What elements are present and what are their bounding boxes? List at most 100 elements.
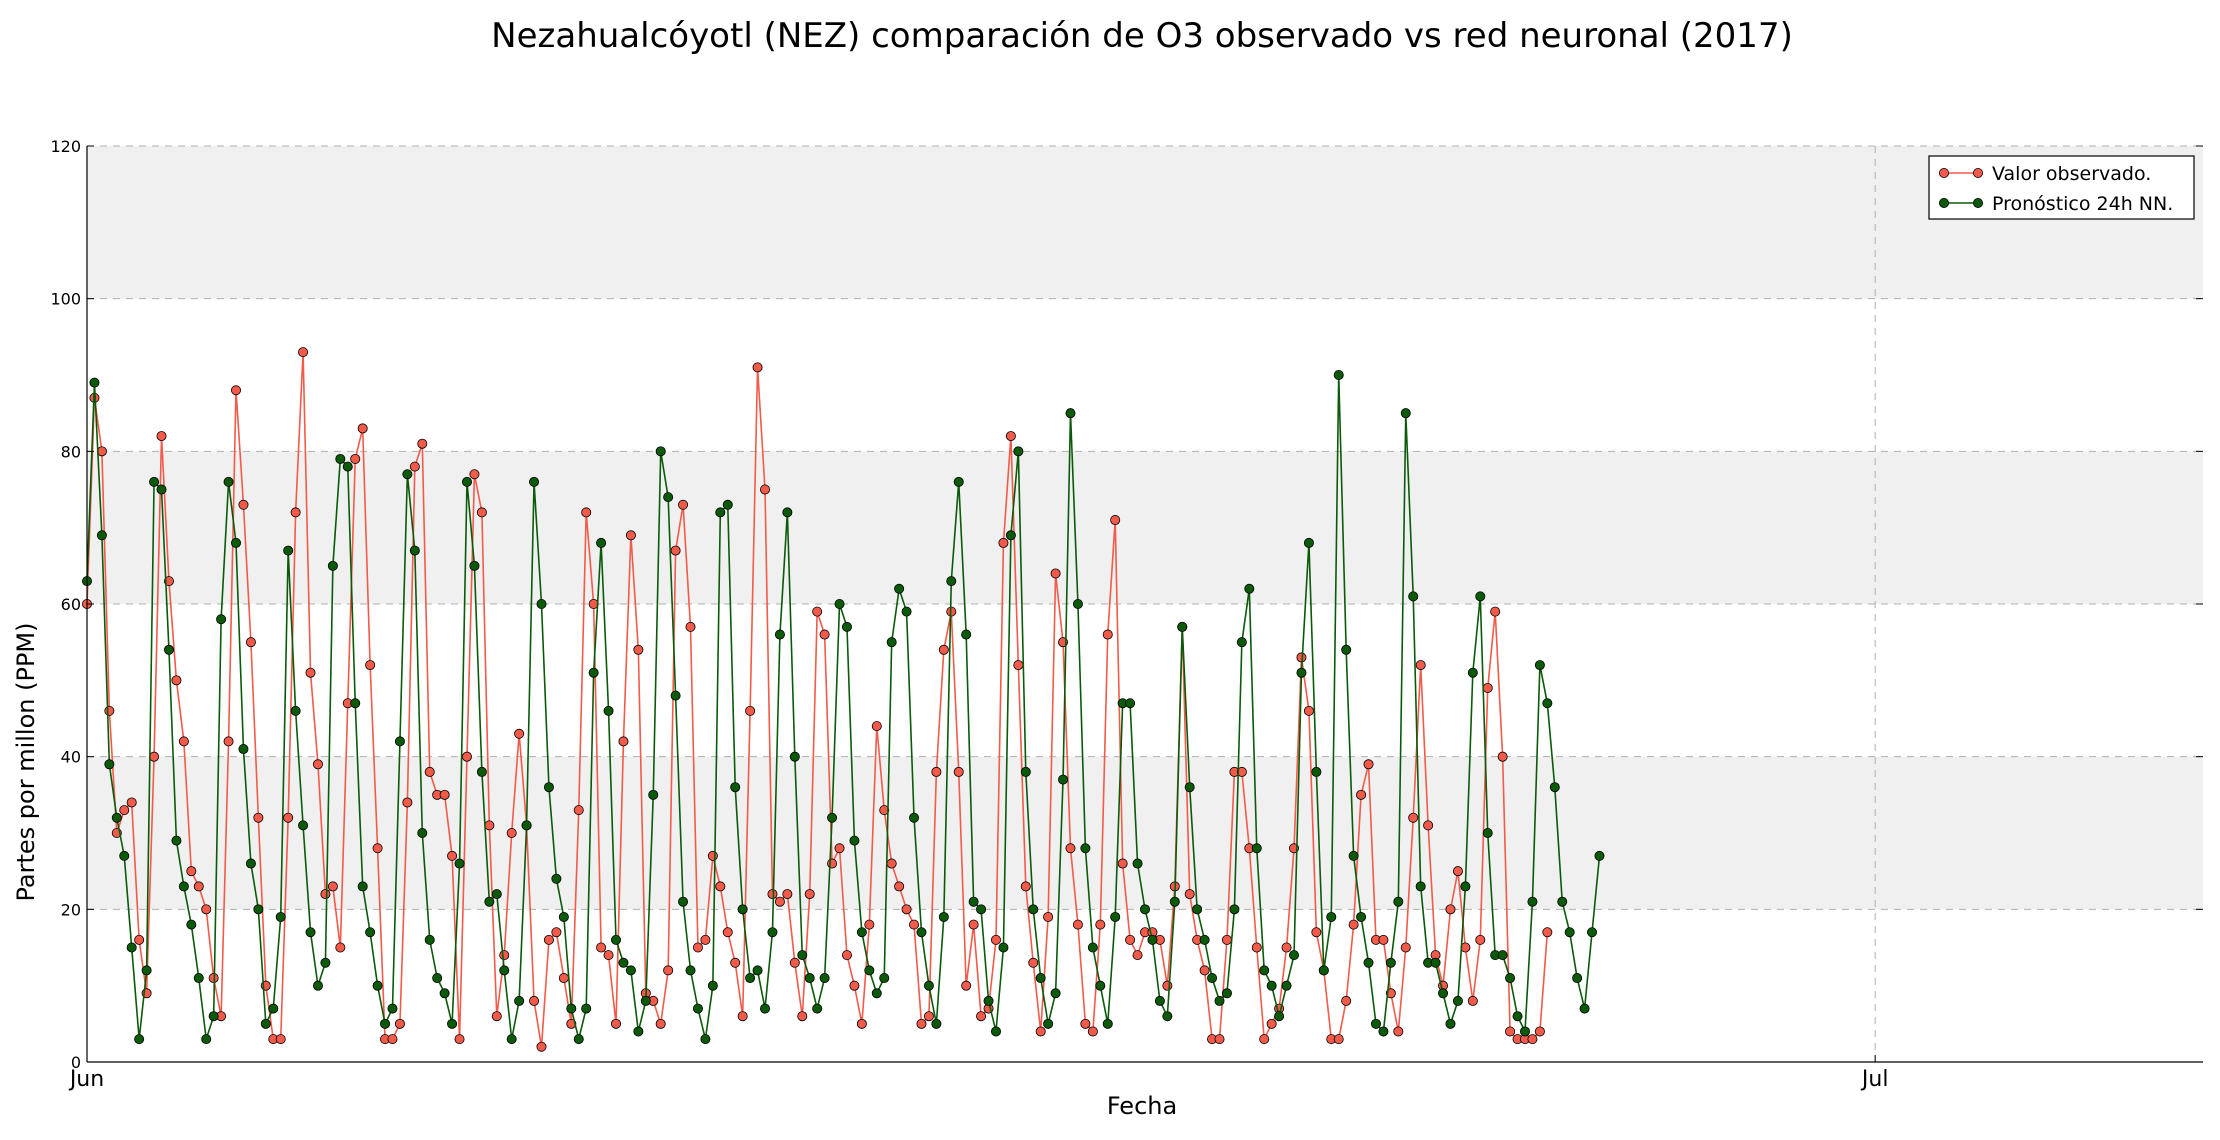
- data-point: [1579, 1003, 1590, 1014]
- data-point: [648, 789, 659, 800]
- data-point: [767, 927, 778, 938]
- data-point: [1348, 919, 1359, 930]
- data-point: [596, 942, 607, 953]
- data-point: [990, 1026, 1001, 1037]
- data-point: [536, 1041, 547, 1052]
- data-point: [499, 965, 510, 976]
- data-point: [618, 736, 629, 747]
- data-point: [1214, 995, 1225, 1006]
- data-point: [543, 934, 554, 945]
- data-point: [193, 973, 204, 984]
- data-point: [789, 957, 800, 968]
- data-point: [506, 1034, 517, 1045]
- data-point: [1311, 927, 1322, 938]
- data-point: [1393, 896, 1404, 907]
- data-point: [1080, 1018, 1091, 1029]
- data-point: [752, 965, 763, 976]
- data-point: [1303, 537, 1314, 548]
- data-point: [625, 965, 636, 976]
- y-tick-label: 60: [61, 595, 81, 614]
- data-point: [1512, 1011, 1523, 1022]
- data-point: [439, 789, 450, 800]
- data-point: [894, 881, 905, 892]
- data-point: [1236, 766, 1247, 777]
- data-point: [1274, 1011, 1285, 1022]
- data-point: [1348, 850, 1359, 861]
- data-point: [990, 934, 1001, 945]
- data-point: [275, 911, 286, 922]
- data-point: [707, 850, 718, 861]
- data-point: [238, 499, 249, 510]
- data-point: [1356, 911, 1367, 922]
- legend-label: Valor observado.: [1992, 163, 2151, 185]
- data-point: [201, 1034, 212, 1045]
- data-point: [1497, 751, 1508, 762]
- data-point: [931, 1018, 942, 1029]
- series-layer: [82, 347, 1605, 1052]
- data-point: [1043, 911, 1054, 922]
- data-point: [551, 873, 562, 884]
- data-point: [1400, 408, 1411, 419]
- data-point: [1251, 942, 1262, 953]
- y-ticks: 0 20 40 60 80 100 120: [50, 137, 2203, 1072]
- data-point: [603, 705, 614, 716]
- data-point: [119, 850, 130, 861]
- data-point: [1542, 698, 1553, 709]
- data-point: [938, 644, 949, 655]
- data-point: [923, 1011, 934, 1022]
- data-point: [1549, 782, 1560, 793]
- data-point: [149, 476, 160, 487]
- series-line: [86, 374, 1601, 1040]
- data-point: [692, 1003, 703, 1014]
- data-point: [1117, 858, 1128, 869]
- data-point: [134, 934, 145, 945]
- data-point: [663, 965, 674, 976]
- data-point: [976, 904, 987, 915]
- data-point: [856, 1018, 867, 1029]
- legend-marker: [1939, 167, 1950, 178]
- data-point: [596, 537, 607, 548]
- data-point: [894, 583, 905, 594]
- data-point: [1363, 759, 1374, 770]
- data-point: [1445, 1018, 1456, 1029]
- data-point: [707, 980, 718, 991]
- data-point: [879, 973, 890, 984]
- data-point: [1259, 1034, 1270, 1045]
- data-point: [1087, 942, 1098, 953]
- data-point: [685, 965, 696, 976]
- data-point: [208, 1011, 219, 1022]
- data-point: [402, 469, 413, 480]
- data-point: [655, 446, 666, 457]
- y-tick-label: 120: [50, 137, 81, 156]
- data-point: [1557, 896, 1568, 907]
- x-ticks: Jun Jul: [68, 1055, 1888, 1092]
- data-point: [335, 942, 346, 953]
- data-point: [1527, 896, 1538, 907]
- data-point: [909, 919, 920, 930]
- data-point: [1385, 957, 1396, 968]
- legend-marker: [1939, 197, 1950, 208]
- data-point: [678, 499, 689, 510]
- data-point: [1192, 904, 1203, 915]
- data-point: [1423, 820, 1434, 831]
- data-point: [193, 881, 204, 892]
- data-point: [372, 980, 383, 991]
- legend-marker: [1973, 197, 1984, 208]
- data-point: [797, 950, 808, 961]
- data-point: [1005, 530, 1016, 541]
- data-point: [454, 858, 465, 869]
- data-point: [543, 782, 554, 793]
- data-point: [1028, 957, 1039, 968]
- data-point: [231, 537, 242, 548]
- data-point: [1534, 660, 1545, 671]
- data-point: [1378, 934, 1389, 945]
- data-point: [611, 1018, 622, 1029]
- data-point: [655, 1018, 666, 1029]
- data-point: [104, 705, 115, 716]
- data-point: [186, 919, 197, 930]
- data-point: [320, 889, 331, 900]
- data-point: [715, 881, 726, 892]
- data-point: [558, 911, 569, 922]
- x-axis-label: Fecha: [1107, 1092, 1177, 1120]
- data-point: [1020, 881, 1031, 892]
